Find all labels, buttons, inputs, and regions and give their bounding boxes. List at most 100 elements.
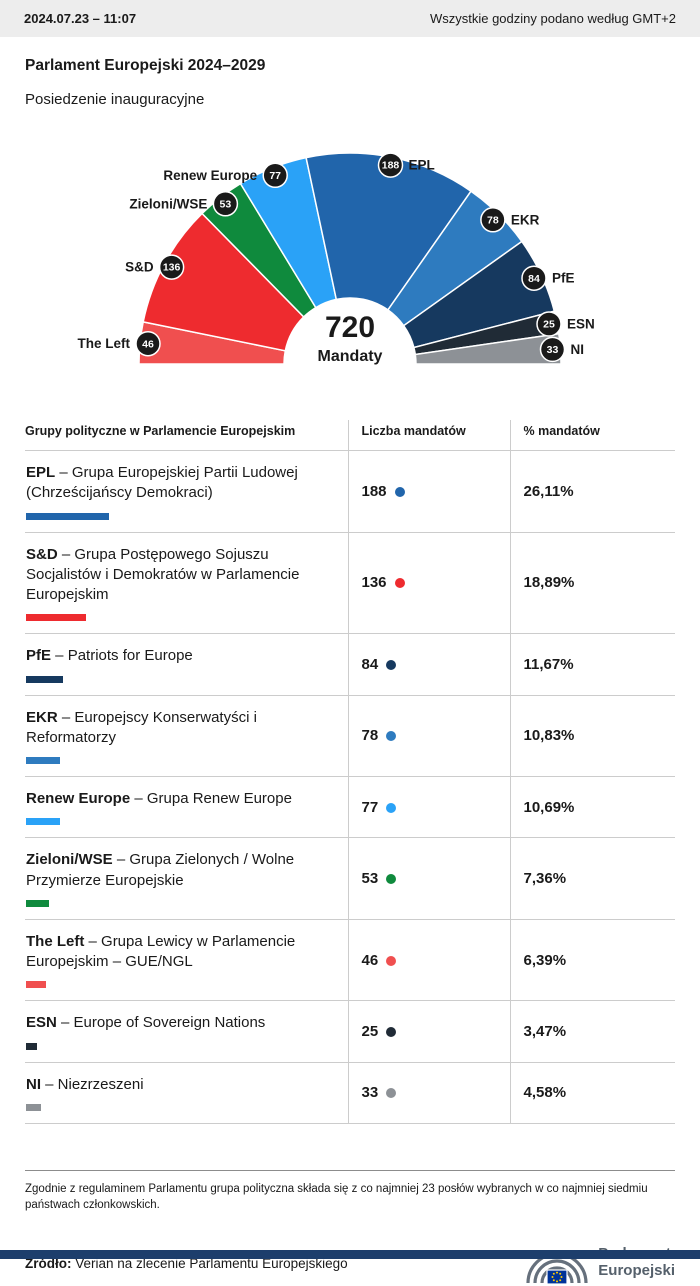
group-abbr: Renew Europe <box>26 790 131 807</box>
group-name: The Left – Grupa Lewicy w Parlamencie Eu… <box>26 932 324 973</box>
header-seats: Liczba mandatów <box>347 420 510 451</box>
group-desc: – Niezrzeszeni <box>41 1075 144 1093</box>
seat-badge-pfe <box>521 265 547 291</box>
seat-badge-value-ekr: 78 <box>487 214 499 226</box>
color-dot <box>386 1088 397 1099</box>
group-name: EPL – Grupa Europejskiej Partii Ludowej … <box>26 463 324 504</box>
group-desc: – Grupa Europejskiej Partii Ludowej (Chr… <box>26 464 298 502</box>
group-name: NI – Niezrzeszeni <box>26 1075 324 1095</box>
seat-badge-s-d <box>158 254 185 280</box>
group-abbr: ESN <box>26 1014 57 1032</box>
table-row-epl: EPL – Grupa Europejskiej Partii Ludowej … <box>25 450 675 532</box>
seats-cell: 188 <box>347 450 510 532</box>
table-row-ni: NI – Niezrzeszeni 33 4,58% <box>25 1062 675 1124</box>
segment-label-ekr: EKR <box>511 212 540 227</box>
percent-cell: 10,69% <box>509 776 675 838</box>
seats-cell: 46 <box>347 919 510 1001</box>
seats-value: 78 <box>361 727 379 745</box>
group-name: EKR – Europejscy Konserwatyści i Reforma… <box>26 708 324 749</box>
rules-footnote: Zgodnie z regulaminem Parlamentu grupa p… <box>25 1182 648 1212</box>
seat-badge-value-epl: 188 <box>382 160 400 172</box>
seat-share-bar <box>26 512 109 520</box>
table-row-renew-europe: Renew Europe – Grupa Renew Europe 77 10,69… <box>25 776 675 838</box>
color-dot <box>386 659 397 670</box>
seat-share-bar <box>26 1042 37 1050</box>
segment-label-epl: EPL <box>409 158 435 173</box>
seat-share-bar <box>26 675 63 683</box>
group-name-cell: EKR – Europejscy Konserwatyści i Reforma… <box>25 695 348 777</box>
seats-value: 33 <box>361 1084 379 1102</box>
group-abbr: PfE <box>26 647 52 665</box>
segment-label-pfe: PfE <box>552 271 575 286</box>
groups-table: Grupy polityczne w Parlamencie Europejsk… <box>25 420 675 1124</box>
ep-logo-icon <box>526 1252 588 1285</box>
seat-badge-zieloni-wse <box>212 191 239 217</box>
seat-badge-value-s-d: 136 <box>163 262 181 274</box>
table-row-pfe: PfE – Patriots for Europe 84 11,67% <box>25 633 675 695</box>
group-name-cell: NI – Niezrzeszeni <box>25 1062 348 1123</box>
segment-label-ni: NI <box>571 342 585 357</box>
group-abbr: Zieloni/WSE <box>26 851 113 869</box>
seats-cell: 84 <box>347 633 510 695</box>
table-row-s-d: S&D – Grupa Postępowego Sojuszu Socjalis… <box>25 532 675 634</box>
page-header: Parlament Europejski 2024–2029 Posiedzen… <box>0 37 700 108</box>
segment-label-s-d: S&D <box>125 260 154 275</box>
group-name-cell: The Left – Grupa Lewicy w Parlamencie Eu… <box>25 919 348 1001</box>
chart-segment-epl <box>305 152 473 311</box>
seats-value: 84 <box>361 655 379 673</box>
bottom-accent-bar <box>0 1250 700 1259</box>
seat-badge-value-ni: 33 <box>547 344 559 356</box>
percent-cell: 6,39% <box>509 919 675 1001</box>
color-dot <box>386 1026 397 1037</box>
percent-cell: 3,47% <box>509 1000 675 1062</box>
seat-badge-esn <box>536 311 562 337</box>
hemicycle-chart: 46 The Left 136 S&D 53 Zieloni/WSE 77 Renew Eur… <box>78 152 595 365</box>
segment-label-the-left: The Left <box>78 336 131 351</box>
seat-badge-value-esn: 25 <box>543 319 555 331</box>
group-name-cell: Zieloni/WSE – Grupa Zielonych / Wolne Pr… <box>25 838 348 920</box>
seat-share-bar <box>26 818 60 826</box>
percent-cell: 18,89% <box>509 532 675 634</box>
group-name: Renew Europe – Grupa Renew Europe <box>26 789 324 809</box>
color-dot <box>394 578 405 589</box>
color-dot <box>386 802 397 813</box>
chart-segment-s-d <box>142 212 305 352</box>
group-desc: – Patriots for Europe <box>51 647 193 665</box>
seats-value: 46 <box>361 951 379 969</box>
table-row-the-left: The Left – Grupa Lewicy w Parlamencie Eu… <box>25 919 675 1001</box>
timezone-note: Wszystkie godziny podano według GMT+2 <box>429 11 676 26</box>
table-row-ekr: EKR – Europejscy Konserwatyści i Reforma… <box>25 695 675 777</box>
color-dot <box>394 486 405 497</box>
seat-badge-value-the-left: 46 <box>142 338 154 350</box>
segment-label-renew-europe: Renew Europe <box>163 168 257 183</box>
seats-cell: 33 <box>347 1062 510 1124</box>
color-dot <box>386 955 397 966</box>
group-abbr: The Left <box>26 932 85 950</box>
page-subtitle: Posiedzenie inauguracyjne <box>25 91 205 108</box>
group-abbr: EKR <box>26 708 58 726</box>
seat-badge-value-renew-europe: 77 <box>269 170 281 182</box>
table-header-row: Grupy polityczne w Parlamencie Europejsk… <box>25 420 675 451</box>
ep-logo-line2: Europejski <box>598 1262 675 1280</box>
total-seats-value: 720 <box>325 311 375 344</box>
header-groups: Grupy polityczne w Parlamencie Europejsk… <box>25 424 296 438</box>
seats-cell: 77 <box>347 776 510 838</box>
group-desc: – Europejscy Konserwatyści i Reformatorz… <box>26 708 257 746</box>
group-name-cell: S&D – Grupa Postępowego Sojuszu Socjalis… <box>25 532 348 634</box>
seat-share-bar <box>26 899 49 907</box>
group-name-cell: ESN – Europe of Sovereign Nations <box>25 1001 348 1062</box>
seat-badge-ni <box>539 336 566 363</box>
percent-cell: 4,58% <box>509 1062 675 1124</box>
seat-badge-epl <box>377 152 404 178</box>
seat-badge-renew-europe <box>262 162 288 189</box>
color-dot <box>386 731 397 742</box>
seat-share-bar <box>26 614 86 622</box>
percent-cell: 10,83% <box>509 695 675 777</box>
chart-segments: 46 The Left 136 S&D 53 Zieloni/WSE 77 Renew Eur… <box>78 152 595 365</box>
group-name: S&D – Grupa Postępowego Sojuszu Socjalis… <box>26 545 324 606</box>
seats-value: 25 <box>361 1022 379 1040</box>
group-desc: – Grupa Renew Europe <box>130 790 292 807</box>
seat-badge-ekr <box>480 207 506 233</box>
group-desc: – Grupa Postępowego Sojuszu Socjalistów … <box>26 545 300 604</box>
group-abbr: S&D <box>26 545 58 563</box>
